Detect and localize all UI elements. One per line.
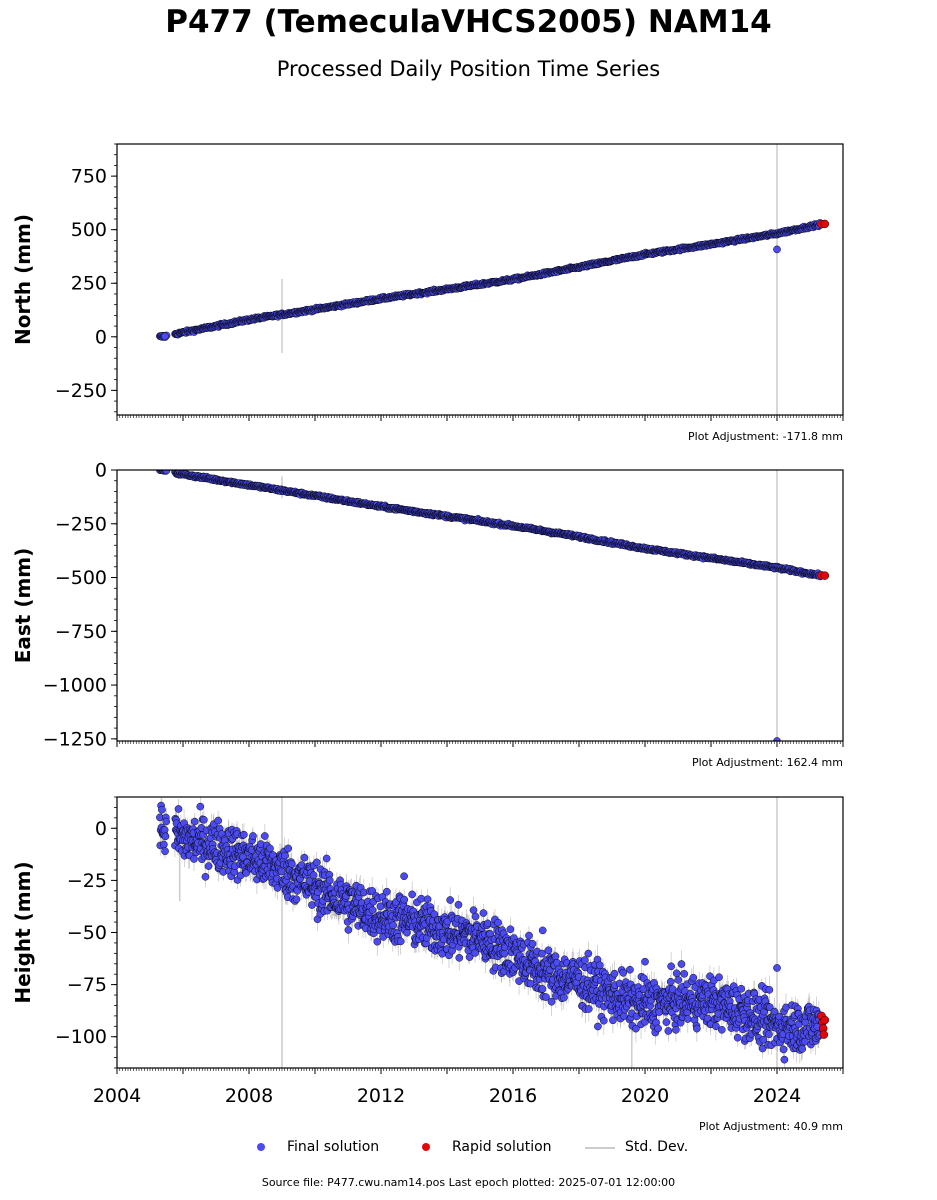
y-tick-label: −250 [55,380,107,402]
final-point [400,895,409,904]
east-plot-adjustment: Plot Adjustment: 162.4 mm [692,756,843,769]
final-point [396,937,405,946]
north-y-axis-label: North (mm) [11,214,35,345]
final-point [277,867,286,876]
final-point [389,921,397,930]
height-final-points [156,801,824,1064]
rapid-point [820,571,830,580]
north-plot-adjustment: Plot Adjustment: -171.8 mm [688,430,843,443]
y-tick-label: 750 [71,166,107,188]
y-tick-label: 250 [71,273,107,295]
final-point [162,817,171,826]
final-point [446,896,454,904]
final-point [160,840,168,849]
final-point [204,862,213,870]
final-point [373,937,382,946]
north-plot-area [156,144,830,415]
y-tick-label: −750 [55,621,107,643]
final-point [160,826,169,834]
y-tick-label: 0 [95,460,107,482]
final-point [308,901,316,909]
final-point [190,855,198,863]
final-point [423,895,432,904]
final-outlier-point [161,332,169,341]
final-point [344,926,353,934]
east-axes-frame [116,469,844,742]
y-tick-label: −250 [55,513,107,535]
final-point [287,860,296,869]
final-point [200,815,208,824]
final-point [158,805,166,814]
panel-north: 750 500 250 0 −250 North (mm) Plot Adjustment:… [11,143,844,443]
final-point [292,895,301,904]
final-outlier-point [773,737,781,741]
final-point [408,890,416,899]
final-point [281,851,289,860]
final-point [368,887,376,895]
final-point [430,910,439,919]
final-point [300,853,309,862]
page-subtitle: Processed Daily Position Time Series [276,57,661,81]
final-point [322,854,331,863]
y-tick-label: −500 [55,567,107,589]
page-title: P477 (TemeculaVHCS2005) NAM14 [165,4,772,40]
final-point [266,844,274,853]
final-point [174,805,183,813]
final-point [312,858,321,867]
final-outlier-point [773,245,781,254]
final-point [196,802,205,811]
y-tick-label: −1250 [43,728,107,750]
final-point [161,832,170,841]
final-point [249,832,257,840]
final-point [368,906,377,914]
height-plot-area [156,797,830,1068]
panel-east: 0 −250 −500 −750 −1000 −1250 East (mm) Plot Adj… [11,460,844,769]
final-point [214,816,222,825]
y-tick-label: −1000 [43,675,107,697]
y-tick-label: 0 [95,326,107,348]
final-point [201,872,210,881]
east-final-points [156,470,824,741]
final-point [284,844,293,853]
north-axes-frame [116,143,844,416]
final-point [240,830,248,839]
east-plot-area [156,470,830,741]
final-point [325,876,334,885]
final-point [417,894,426,903]
final-point [403,928,411,937]
final-point [190,817,199,826]
east-y-axis-label: East (mm) [11,548,35,664]
final-point [309,871,318,880]
final-point [161,847,169,856]
y-tick-label: 500 [71,219,107,241]
north-final-points [156,219,824,341]
rapid-point [820,219,830,229]
final-point [382,887,391,896]
final-point [261,832,269,840]
